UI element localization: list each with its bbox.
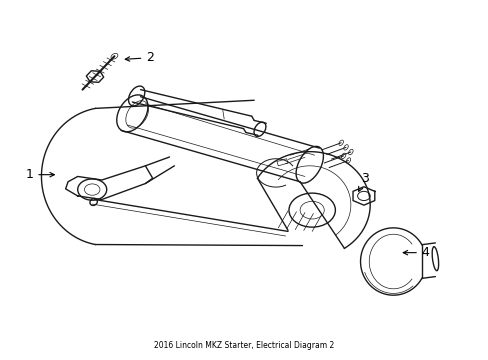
Text: 2: 2 bbox=[125, 51, 154, 64]
Text: 2016 Lincoln MKZ Starter, Electrical Diagram 2: 2016 Lincoln MKZ Starter, Electrical Dia… bbox=[154, 341, 334, 350]
Text: 1: 1 bbox=[25, 168, 54, 181]
Text: 3: 3 bbox=[358, 172, 368, 191]
Text: 4: 4 bbox=[403, 246, 429, 259]
